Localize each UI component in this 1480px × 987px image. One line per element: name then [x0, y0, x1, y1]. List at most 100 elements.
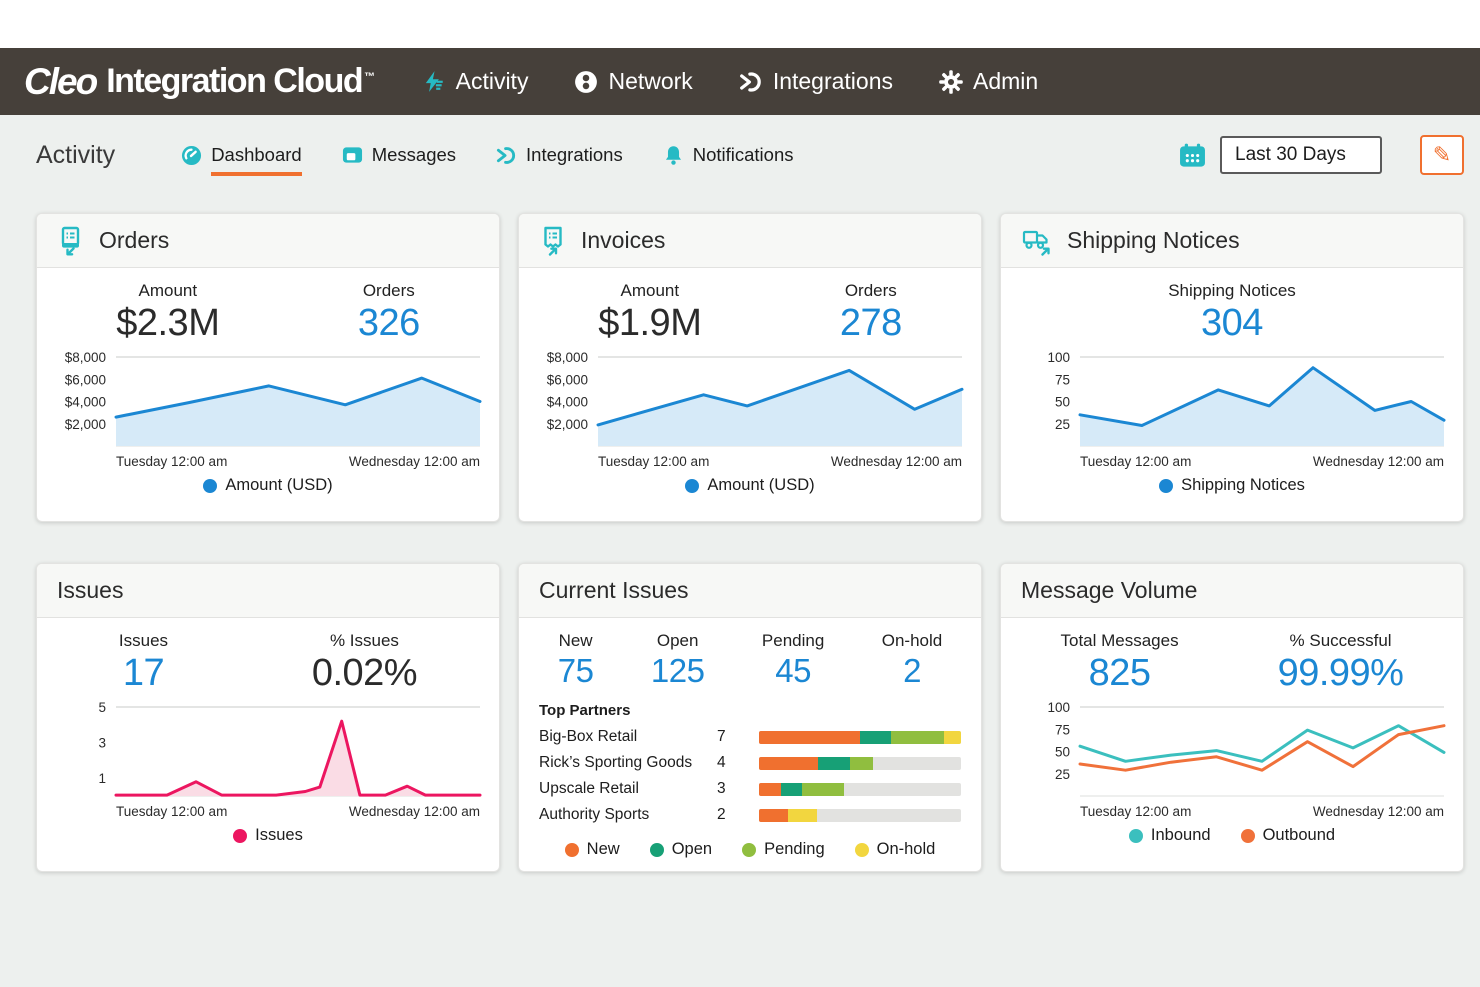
- legend-dot-icon: [233, 828, 248, 843]
- legend-item[interactable]: On-hold: [854, 840, 936, 859]
- nav-item-activity[interactable]: Activity: [422, 68, 528, 95]
- bar-segment: [759, 782, 782, 796]
- legend-label: Inbound: [1150, 826, 1211, 844]
- legend-item[interactable]: Outbound: [1240, 826, 1336, 845]
- card-title: Current Issues: [539, 577, 689, 603]
- stat-value-link[interactable]: 304: [1201, 302, 1263, 344]
- svg-text:$2,000: $2,000: [65, 417, 106, 432]
- current-issues-stats: New 75 Open 125 Pending 45 On-hold 2: [519, 618, 981, 690]
- main-nav: Activity Network Integrations: [422, 68, 1038, 95]
- bar-segment: [802, 782, 844, 796]
- legend-item[interactable]: New: [564, 840, 620, 859]
- svg-text:5: 5: [98, 700, 106, 715]
- x-axis-label: Tuesday 12:00 am: [598, 454, 710, 469]
- stat-value-link[interactable]: 2: [903, 652, 921, 689]
- stat-amount: Amount $1.9M: [598, 281, 702, 345]
- partner-row: Authority Sports 2: [519, 802, 981, 828]
- nav-label: Integrations: [772, 68, 894, 94]
- legend-dot-icon: [1159, 478, 1174, 493]
- message-volume-stats: Total Messages 825 % Successful 99.99%: [1001, 618, 1463, 695]
- orders-stats: Amount $2.3M Orders 326: [37, 268, 499, 345]
- current-issues-card: Current Issues New 75 Open 125 Pending 4…: [518, 563, 982, 872]
- legend-item[interactable]: Inbound: [1128, 826, 1211, 845]
- tab-notifications[interactable]: Notifications: [663, 136, 793, 174]
- nav-label: Network: [608, 68, 693, 94]
- stat-pct-successful: % Successful 99.99%: [1278, 631, 1404, 695]
- tab-dashboard[interactable]: Dashboard: [181, 136, 302, 176]
- stat-value-link[interactable]: 99.99%: [1277, 652, 1404, 694]
- stat-value-link[interactable]: 75: [557, 652, 594, 689]
- partner-stacked-bar: [759, 808, 961, 822]
- stat-value-link[interactable]: 326: [357, 302, 420, 344]
- x-axis-label: Wednesday 12:00 am: [1312, 804, 1444, 819]
- edit-dashboard-button[interactable]: ✎: [1420, 135, 1464, 175]
- shipping-notices-card: Shipping Notices Shipping Notices 304 10…: [1000, 213, 1464, 522]
- partner-name: Big-Box Retail: [539, 728, 638, 745]
- bar-segment: [781, 782, 803, 796]
- legend-dot-icon: [649, 842, 664, 857]
- legend-item[interactable]: Open: [649, 840, 712, 859]
- tab-integrations[interactable]: Integrations: [496, 136, 623, 174]
- gauge-icon: [181, 145, 202, 166]
- svg-text:50: 50: [1055, 395, 1070, 410]
- nav-item-integrations[interactable]: Integrations: [739, 68, 893, 95]
- chart-plot: 100 75 50 25: [1047, 350, 1446, 447]
- current-issues-card-header: Current Issues: [519, 564, 981, 618]
- nav-item-admin[interactable]: Admin: [939, 68, 1038, 95]
- receipt-outbound-icon: [539, 226, 567, 256]
- legend-item[interactable]: Shipping Notices: [1159, 476, 1305, 495]
- stat-value-link[interactable]: 45: [775, 652, 811, 689]
- stat-value-link[interactable]: 825: [1088, 652, 1151, 694]
- chart-legend: Amount (USD): [532, 476, 968, 495]
- card-title: Invoices: [581, 227, 666, 253]
- network-icon: [574, 70, 598, 94]
- stat-value-link[interactable]: 17: [122, 652, 165, 694]
- date-range-select[interactable]: Last 30 Days: [1220, 136, 1382, 174]
- stat-label: Pending: [761, 631, 825, 650]
- gear-icon: [939, 69, 963, 94]
- legend-item[interactable]: Pending: [742, 840, 825, 859]
- svg-text:$8,000: $8,000: [65, 350, 106, 365]
- stat-value: $1.9M: [598, 302, 702, 344]
- partner-count: 3: [717, 780, 726, 797]
- partner-stacked-bar: [759, 730, 961, 744]
- invoices-chart: $8,000 $6,000 $4,000 $2,000 Tuesday 12:00 am…: [532, 349, 968, 495]
- issues-card-header: Issues: [37, 564, 499, 618]
- stat-label: Orders: [844, 281, 897, 300]
- x-axis-labels: Tuesday 12:00 am Wednesday 12:00 am: [1080, 804, 1444, 819]
- x-axis-label: Wednesday 12:00 am: [830, 454, 962, 469]
- nav-item-network[interactable]: Network: [574, 68, 693, 95]
- stat-amount: Amount $2.3M: [116, 281, 220, 345]
- partner-count: 7: [717, 728, 726, 745]
- legend-item[interactable]: Amount (USD): [203, 476, 333, 495]
- legend-label: Issues: [255, 826, 303, 844]
- tab-label: Dashboard: [211, 144, 302, 176]
- logo-product-text: Integration Cloud ™: [106, 62, 375, 100]
- legend-item[interactable]: Issues: [233, 826, 303, 845]
- cleo-logo[interactable]: Cleo Integration Cloud ™: [24, 61, 375, 103]
- message-volume-chart: 100 75 50 25 Tuesday 12:00 am Wednesday 12:00…: [1014, 699, 1450, 845]
- x-axis-label: Tuesday 12:00 am: [116, 804, 228, 819]
- stat-label: Amount: [138, 281, 198, 300]
- stat-label: Issues: [118, 631, 169, 650]
- stat-value-link[interactable]: 278: [839, 302, 902, 344]
- calendar-icon[interactable]: [1179, 143, 1206, 168]
- x-axis-labels: Tuesday 12:00 am Wednesday 12:00 am: [116, 454, 480, 469]
- bar-segment: [860, 730, 892, 744]
- nav-label: Admin: [973, 68, 1039, 94]
- stat-onhold: On-hold 2: [882, 631, 942, 690]
- svg-text:100: 100: [1047, 700, 1070, 715]
- partner-row: Rick’s Sporting Goods 4: [519, 750, 981, 776]
- stat-orders-count: Orders 278: [840, 281, 902, 345]
- bar-segment: [759, 808, 789, 822]
- svg-text:50: 50: [1055, 745, 1070, 760]
- chat-icon: [342, 145, 363, 166]
- tab-messages[interactable]: Messages: [342, 136, 456, 174]
- legend-item[interactable]: Amount (USD): [685, 476, 815, 495]
- bar-segment: [759, 756, 818, 770]
- legend-label: Outbound: [1262, 826, 1336, 844]
- x-axis-label: Wednesday 12:00 am: [348, 804, 480, 819]
- bar-segment: [943, 730, 961, 744]
- legend-label: On-hold: [876, 840, 936, 858]
- stat-value-link[interactable]: 125: [650, 652, 705, 689]
